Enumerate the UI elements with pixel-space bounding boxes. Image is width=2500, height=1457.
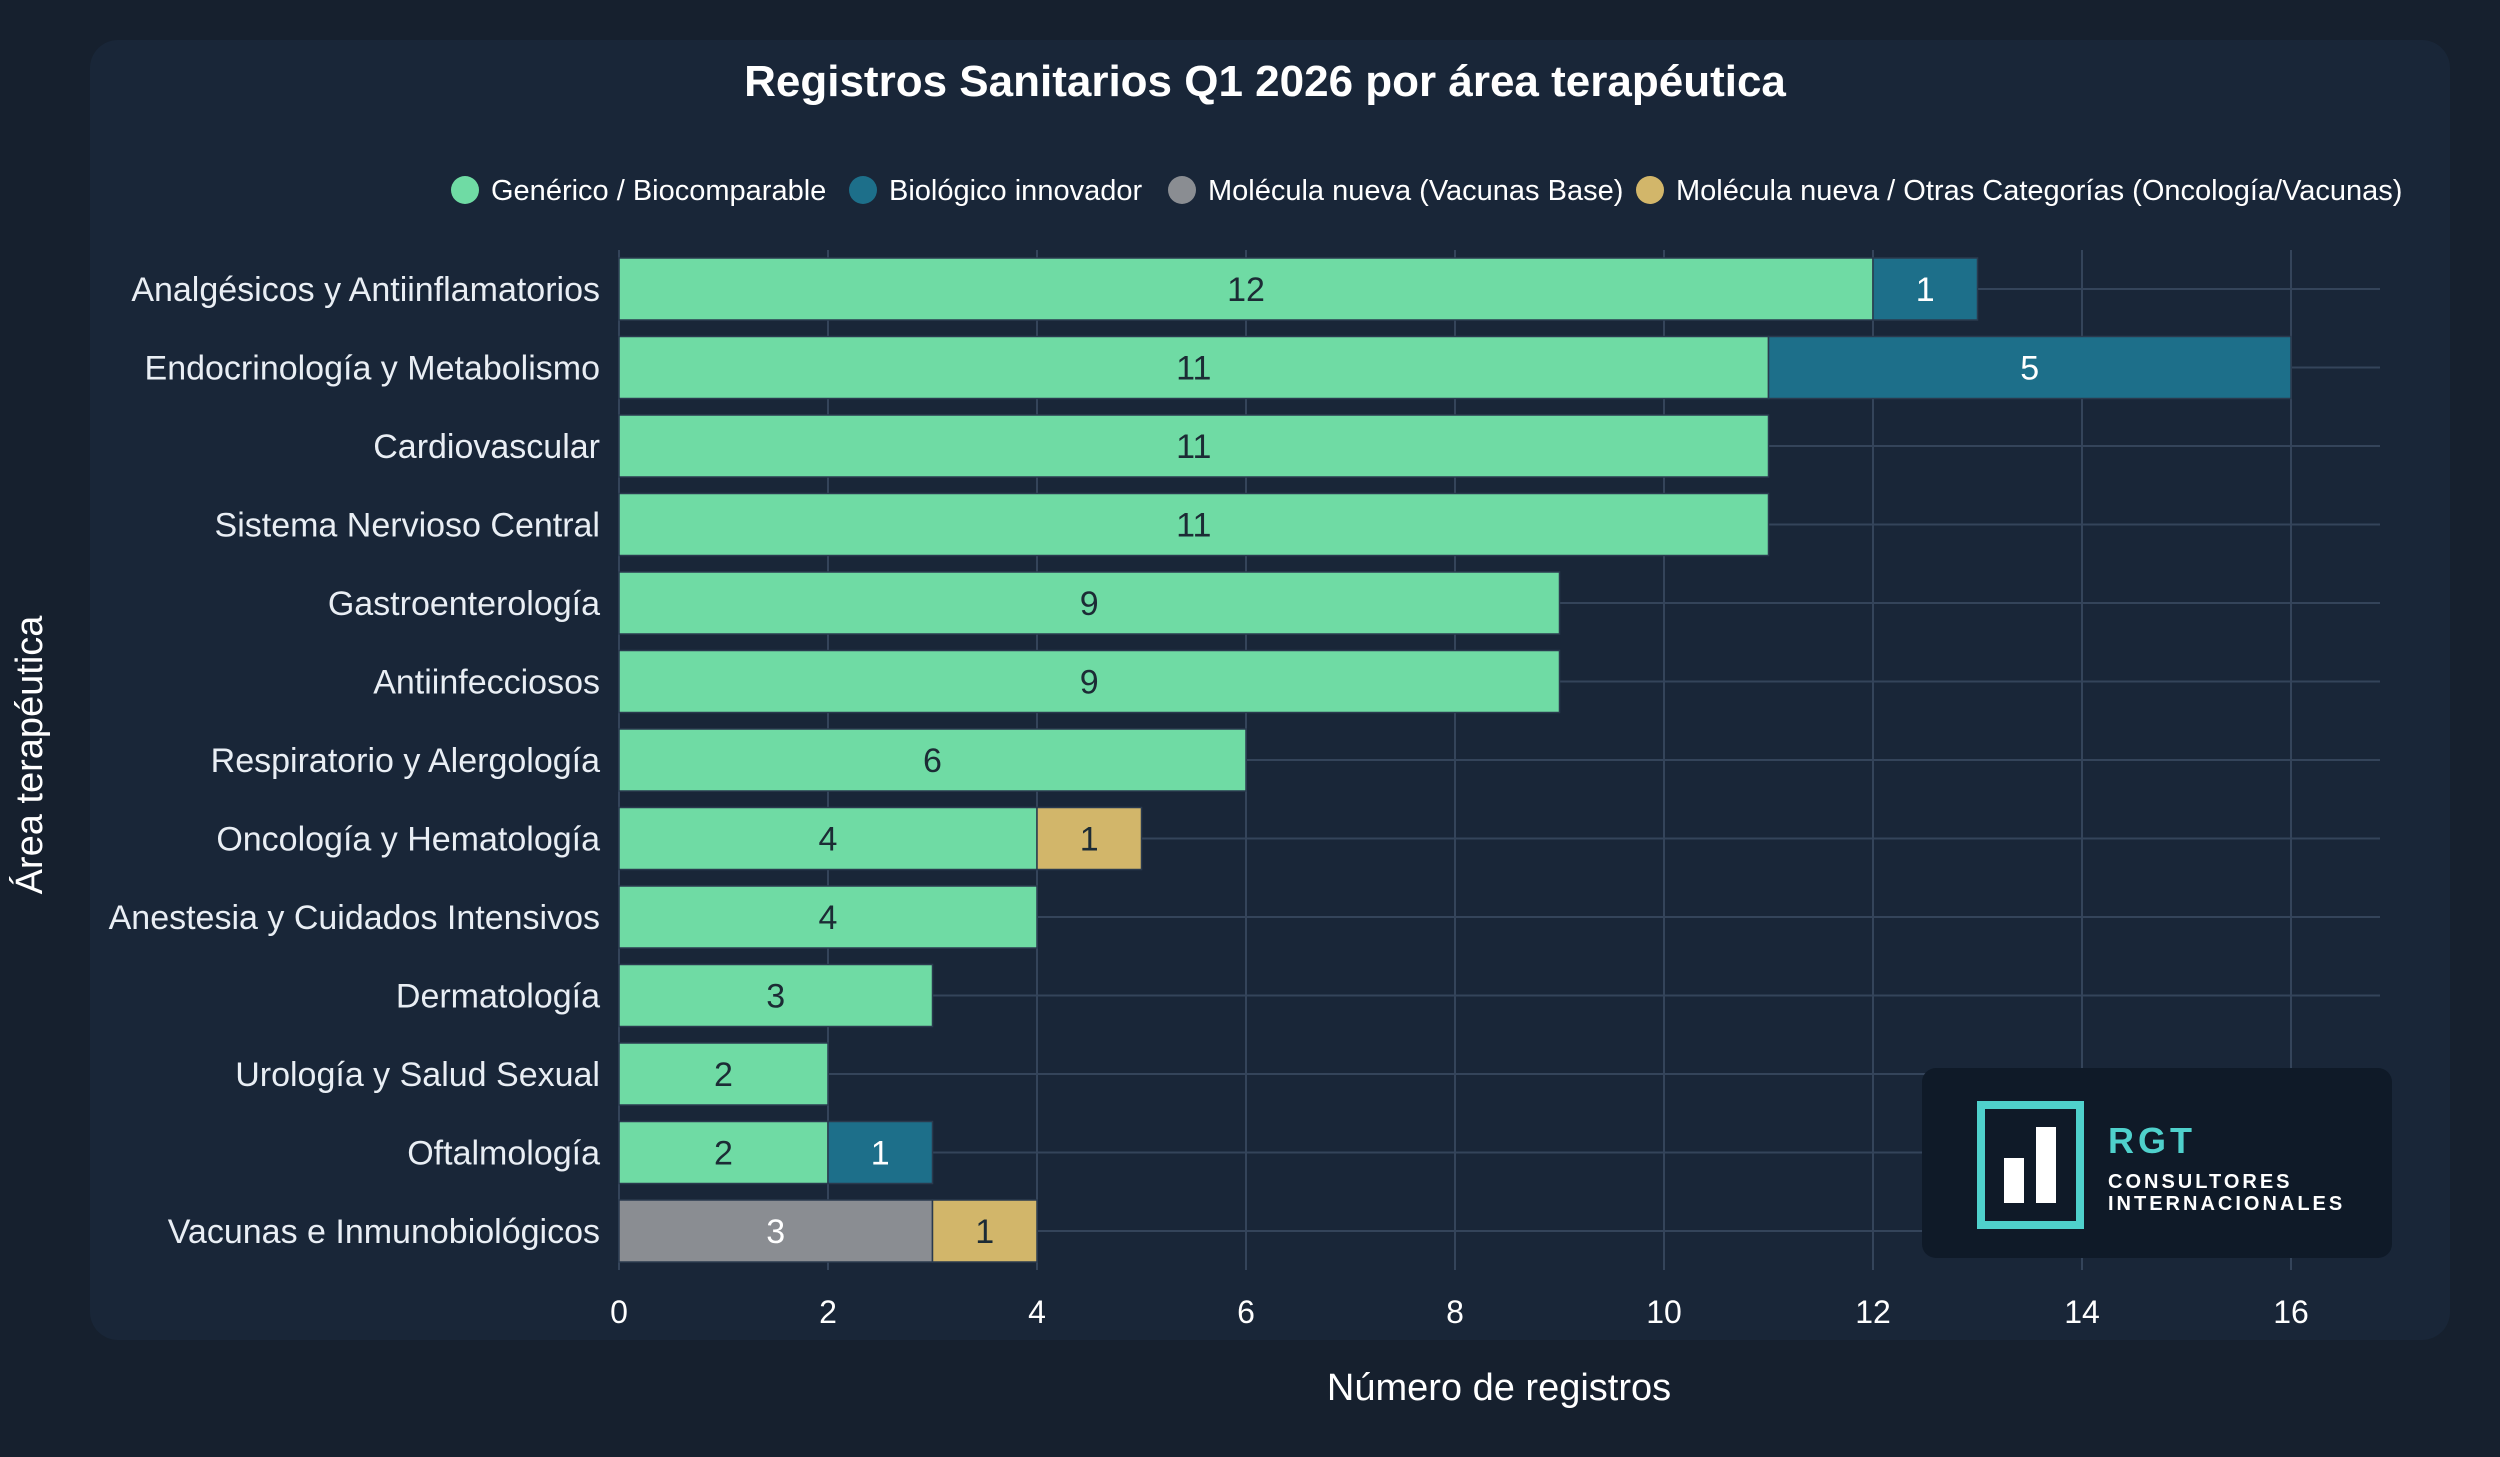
bar-value-label: 1 xyxy=(975,1213,994,1251)
x-tick-labels: 0 2 4 6 8 10 12 14 16 xyxy=(610,1294,2309,1330)
x-tick-label: 16 xyxy=(2273,1294,2309,1330)
bar-segment xyxy=(618,806,1038,871)
category-label: Antiinfecciosos xyxy=(373,664,600,702)
legend-label: Biológico innovador xyxy=(889,175,1142,207)
legend-marker xyxy=(1636,176,1664,204)
bar-value-label: 5 xyxy=(2020,350,2039,388)
legend-label: Molécula nueva / Otras Categorías (Oncol… xyxy=(1676,175,2402,207)
category-label: Endocrinología y Metabolismo xyxy=(145,350,600,388)
category-label: Dermatología xyxy=(396,978,600,1016)
bar-value-label: 12 xyxy=(1227,271,1265,309)
legend-item: Molécula nueva / Otras Categorías (Oncol… xyxy=(1636,175,2402,207)
legend-marker xyxy=(451,176,479,204)
x-axis-label: Número de registros xyxy=(1327,1367,1671,1409)
bar-value-label: 4 xyxy=(819,821,838,859)
logo-name: RGT xyxy=(2108,1120,2196,1161)
bar-segment xyxy=(1767,335,2292,400)
bar-value-label: 11 xyxy=(1176,350,1211,388)
legend-marker xyxy=(1168,176,1196,204)
x-tick-label: 14 xyxy=(2064,1294,2100,1330)
bar-value-label: 3 xyxy=(766,978,785,1016)
x-tick-label: 4 xyxy=(1028,1294,1046,1330)
legend-label: Genérico / Biocomparable xyxy=(491,175,826,207)
bar-segment xyxy=(618,414,1770,478)
category-label: Oncología y Hematología xyxy=(216,821,600,859)
bar-segment xyxy=(618,885,1038,949)
bar-value-label: 2 xyxy=(714,1056,733,1094)
bar-value-label: 11 xyxy=(1176,507,1211,545)
bar-segment xyxy=(618,963,934,1028)
bar-segment xyxy=(618,1199,934,1263)
bar-value-label: 3 xyxy=(766,1213,785,1251)
chart-title: Registros Sanitarios Q1 2026 por área te… xyxy=(744,57,1786,106)
x-tick-label: 6 xyxy=(1237,1294,1255,1330)
logo-background xyxy=(1922,1068,2392,1258)
bar-value-label: 1 xyxy=(1080,821,1099,859)
legend-item: Genérico / Biocomparable xyxy=(451,175,826,207)
category-label: Anestesia y Cuidados Intensivos xyxy=(109,899,600,937)
category-labels: Analgésicos y Antiinflamatorios Endocrino… xyxy=(109,271,600,1251)
category-label: Oftalmología xyxy=(407,1135,600,1173)
category-label: Respiratorio y Alergología xyxy=(211,742,600,780)
y-axis-label: Área terapéutica xyxy=(8,615,51,895)
bar-segment xyxy=(618,1120,829,1185)
bar-segment xyxy=(618,728,1247,792)
x-tick-label: 8 xyxy=(1446,1294,1464,1330)
logo-line-1: CONSULTORES xyxy=(2108,1171,2293,1193)
bar-segment xyxy=(827,1120,934,1185)
category-label: Cardiovascular xyxy=(373,428,600,466)
legend-item: Molécula nueva (Vacunas Base) xyxy=(1168,175,1623,207)
bar-segment xyxy=(618,335,1770,400)
x-tick-label: 2 xyxy=(819,1294,837,1330)
legend: Genérico / Biocomparable Biológico innova… xyxy=(451,175,2402,207)
category-label: Urología y Salud Sexual xyxy=(235,1056,600,1094)
logo: RGT CONSULTORES INTERNACIONALES xyxy=(1922,1068,2392,1258)
bar-segment xyxy=(618,649,1561,714)
category-label: Analgésicos y Antiinflamatorios xyxy=(131,271,600,309)
bar-chart-logo-icon xyxy=(1977,1101,2084,1229)
bar-value-label: 9 xyxy=(1080,585,1099,623)
bar-segment xyxy=(618,1042,829,1106)
bar-segment xyxy=(1036,806,1143,871)
bar-segment xyxy=(618,571,1561,635)
bar-value-label: 9 xyxy=(1080,664,1099,702)
legend-item: Biológico innovador xyxy=(849,175,1142,207)
category-label: Gastroenterología xyxy=(328,585,600,623)
bar-value-label: 6 xyxy=(923,742,942,780)
x-tick-label: 12 xyxy=(1855,1294,1891,1330)
bar-segment xyxy=(1872,257,1979,321)
category-label: Vacunas e Inmunobiológicos xyxy=(168,1213,600,1251)
bar-value-label: 1 xyxy=(871,1135,890,1173)
bar-segment xyxy=(618,257,1874,321)
legend-marker xyxy=(849,176,877,204)
legend-label: Molécula nueva (Vacunas Base) xyxy=(1208,175,1623,207)
bar-value-label: 1 xyxy=(1916,271,1935,309)
x-tick-label: 10 xyxy=(1646,1294,1682,1330)
bar-value-label: 11 xyxy=(1176,428,1211,466)
category-label: Sistema Nervioso Central xyxy=(215,507,600,545)
bar-value-label: 2 xyxy=(714,1135,733,1173)
bar-segment xyxy=(931,1199,1038,1263)
logo-line-2: INTERNACIONALES xyxy=(2108,1193,2345,1215)
x-tick-label: 0 xyxy=(610,1294,628,1330)
bar-segment xyxy=(618,492,1770,557)
bar-value-label: 4 xyxy=(819,899,838,937)
